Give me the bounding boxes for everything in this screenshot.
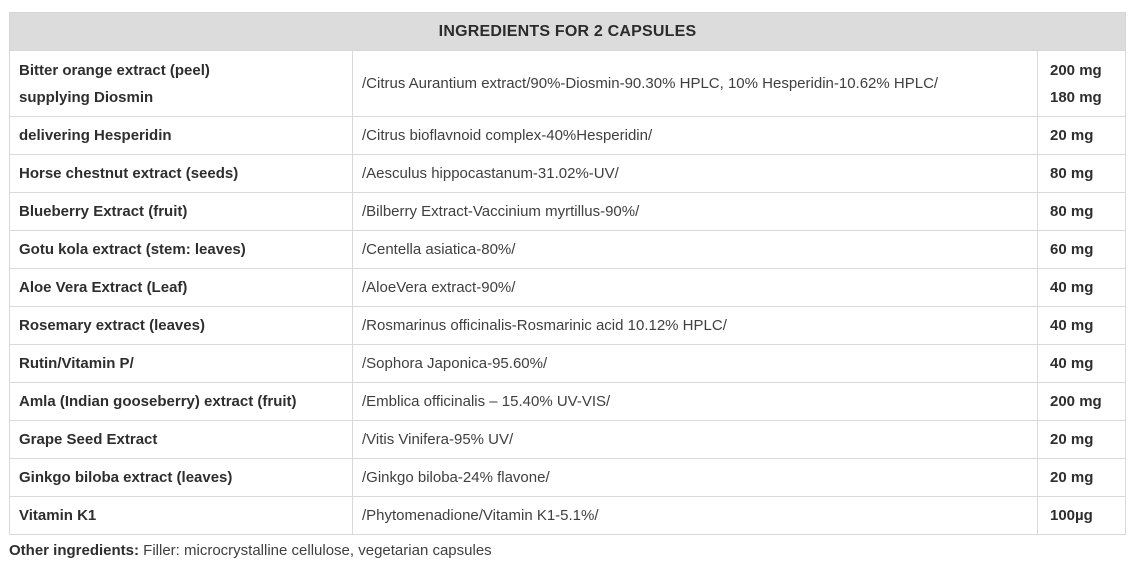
ingredient-row: Amla (Indian gooseberry) extract (fruit)… [9, 382, 1127, 421]
ingredient-name-cell-line: Amla (Indian gooseberry) extract (fruit) [19, 393, 297, 410]
ingredient-description-cell-line: /Ginkgo biloba-24% flavone/ [362, 469, 550, 486]
ingredient-row: Aloe Vera Extract (Leaf) /AloeVera extrac… [9, 268, 1127, 307]
ingredient-amount-cell-line: 80 mg [1050, 203, 1094, 220]
ingredient-amount-cell-line: 20 mg [1050, 469, 1094, 486]
ingredient-description-cell: /Vitis Vinifera-95% UV/ [352, 420, 1038, 459]
ingredient-name-cell-line: Horse chestnut extract (seeds) [19, 165, 239, 182]
ingredient-description-cell-line: /Bilberry Extract-Vaccinium myrtillus-90… [362, 203, 640, 220]
ingredient-name-cell: Vitamin K1 [9, 496, 353, 535]
ingredient-amount-cell-line: 80 mg [1050, 165, 1094, 182]
ingredient-description-cell: /Bilberry Extract-Vaccinium myrtillus-90… [352, 192, 1038, 231]
ingredient-name-cell-line: Bitter orange extract (peel) [19, 61, 210, 79]
ingredient-amount-cell-line: 200 mg [1050, 61, 1102, 79]
ingredient-row: Rutin/Vitamin P/ /Sophora Japonica-95.60%… [9, 344, 1127, 383]
ingredient-description-cell: /AloeVera extract-90%/ [352, 268, 1038, 307]
ingredient-amount-cell-line: 20 mg [1050, 431, 1094, 448]
ingredient-row: Ginkgo biloba extract (leaves) /Ginkgo bi… [9, 458, 1127, 497]
ingredient-name-cell: Rutin/Vitamin P/ [9, 344, 353, 383]
ingredient-row: Horse chestnut extract (seeds) /Aesculus … [9, 154, 1127, 193]
ingredient-description-cell: /Citrus bioflavnoid complex-40%Hesperidi… [352, 116, 1038, 155]
ingredient-description-cell: /Centella asiatica-80%/ [352, 230, 1038, 269]
ingredient-name-cell-line: Rosemary extract (leaves) [19, 317, 205, 334]
ingredient-name-cell: Grape Seed Extract [9, 420, 353, 459]
ingredient-row: Bitter orange extract (peel) supplying Di… [9, 50, 1127, 117]
ingredient-amount-cell: 20 mg [1036, 420, 1127, 459]
ingredient-description-cell: /Phytomenadione/Vitamin K1-5.1%/ [352, 496, 1038, 535]
ingredient-description-cell-line: /Citrus bioflavnoid complex-40%Hesperidi… [362, 127, 653, 144]
ingredient-description-cell-line: /AloeVera extract-90%/ [362, 279, 516, 296]
ingredient-description-cell-line: /Vitis Vinifera-95% UV/ [362, 431, 514, 448]
ingredient-row: Rosemary extract (leaves) /Rosmarinus off… [9, 306, 1127, 345]
ingredient-description-cell: /Citrus Aurantium extract/90%-Diosmin-90… [352, 50, 1038, 117]
ingredient-row: Blueberry Extract (fruit) /Bilberry Extra… [9, 192, 1127, 231]
ingredient-amount-cell: 40 mg [1036, 344, 1127, 383]
ingredient-name-cell: Blueberry Extract (fruit) [9, 192, 353, 231]
ingredient-description-cell-line: /Sophora Japonica-95.60%/ [362, 355, 548, 372]
ingredient-row: Grape Seed Extract/Vitis Vinifera-95% UV… [9, 420, 1127, 459]
ingredient-description-cell: /Aesculus hippocastanum-31.02%-UV/ [352, 154, 1038, 193]
ingredient-name-cell: Gotu kola extract (stem: leaves) [9, 230, 353, 269]
ingredient-row: Gotu kola extract (stem: leaves) /Centell… [9, 230, 1127, 269]
ingredient-description-cell-line: /Aesculus hippocastanum-31.02%-UV/ [362, 165, 619, 182]
other-ingredients-text: Filler: microcrystalline cellulose, vege… [139, 542, 492, 559]
ingredient-name-cell-line: Aloe Vera Extract (Leaf) [19, 279, 188, 296]
ingredient-row: Vitamin K1/Phytomenadione/Vitamin K1-5.1… [9, 496, 1127, 535]
ingredient-name-cell: Ginkgo biloba extract (leaves) [9, 458, 353, 497]
ingredient-amount-cell-line: 200 mg [1050, 393, 1102, 410]
ingredient-description-cell-line: /Citrus Aurantium extract/90%-Diosmin-90… [362, 75, 939, 92]
ingredient-amount-cell-line: 40 mg [1050, 279, 1094, 296]
ingredient-name-cell-line: Vitamin K1 [19, 507, 97, 524]
ingredient-name-cell: Rosemary extract (leaves) [9, 306, 353, 345]
ingredient-amount-cell-line: 60 mg [1050, 241, 1094, 258]
ingredient-amount-cell: 40 mg [1036, 268, 1127, 307]
ingredient-name-cell-line: Rutin/Vitamin P/ [19, 355, 134, 372]
ingredient-amount-cell: 100µg [1036, 496, 1127, 535]
ingredient-description-cell: /Emblica officinalis – 15.40% UV-VIS/ [352, 382, 1038, 421]
ingredient-name-cell-line: delivering Hesperidin [19, 127, 172, 144]
other-ingredients-note: Other ingredients: Filler: microcrystall… [9, 541, 1125, 561]
ingredients-table: INGREDIENTS FOR 2 CAPSULES Bitter orange… [8, 12, 1127, 535]
table-title: INGREDIENTS FOR 2 CAPSULES [8, 12, 1127, 51]
table-header-row: INGREDIENTS FOR 2 CAPSULES [8, 12, 1127, 51]
ingredient-amount-cell: 20 mg [1036, 116, 1127, 155]
ingredient-amount-cell: 200 mg [1036, 382, 1127, 421]
ingredient-amount-cell: 80 mg [1036, 154, 1127, 193]
other-ingredients-label: Other ingredients: [9, 542, 140, 559]
ingredients-table-body: Bitter orange extract (peel) supplying Di… [9, 50, 1127, 535]
ingredient-amount-cell: 80 mg [1036, 192, 1127, 231]
ingredient-row: delivering Hesperidin/Citrus bioflavnoid… [9, 116, 1127, 155]
ingredient-amount-cell-line: 40 mg [1050, 317, 1094, 334]
ingredient-amount-cell: 200 mg 180 mg [1036, 50, 1127, 117]
ingredient-description-cell: /Rosmarinus officinalis-Rosmarinic acid … [352, 306, 1038, 345]
ingredient-description-cell: /Sophora Japonica-95.60%/ [352, 344, 1038, 383]
ingredient-name-cell-line: Gotu kola extract (stem: leaves) [19, 241, 246, 258]
ingredient-amount-cell: 60 mg [1036, 230, 1127, 269]
ingredient-amount-cell-line: 100µg [1050, 507, 1093, 524]
ingredient-amount-cell: 40 mg [1036, 306, 1127, 345]
ingredient-name-cell: Aloe Vera Extract (Leaf) [9, 268, 353, 307]
ingredient-description-cell-line: /Emblica officinalis – 15.40% UV-VIS/ [362, 393, 611, 410]
ingredient-name-cell: Bitter orange extract (peel) supplying Di… [9, 50, 353, 117]
ingredient-name-cell: Amla (Indian gooseberry) extract (fruit) [9, 382, 353, 421]
ingredient-amount-cell-line: 180 mg [1050, 88, 1102, 106]
ingredient-description-cell-line: /Centella asiatica-80%/ [362, 241, 516, 258]
ingredient-name-cell: Horse chestnut extract (seeds) [9, 154, 353, 193]
ingredient-description-cell-line: /Rosmarinus officinalis-Rosmarinic acid … [362, 317, 727, 334]
ingredient-name-cell: delivering Hesperidin [9, 116, 353, 155]
ingredient-name-cell-line: Blueberry Extract (fruit) [19, 203, 188, 220]
ingredient-name-cell-line: supplying Diosmin [19, 88, 154, 106]
ingredient-description-cell-line: /Phytomenadione/Vitamin K1-5.1%/ [362, 507, 599, 524]
ingredient-name-cell-line: Ginkgo biloba extract (leaves) [19, 469, 233, 486]
ingredient-name-cell-line: Grape Seed Extract [19, 431, 158, 448]
ingredient-amount-cell-line: 40 mg [1050, 355, 1094, 372]
ingredient-description-cell: /Ginkgo biloba-24% flavone/ [352, 458, 1038, 497]
ingredient-amount-cell: 20 mg [1036, 458, 1127, 497]
ingredient-amount-cell-line: 20 mg [1050, 127, 1094, 144]
